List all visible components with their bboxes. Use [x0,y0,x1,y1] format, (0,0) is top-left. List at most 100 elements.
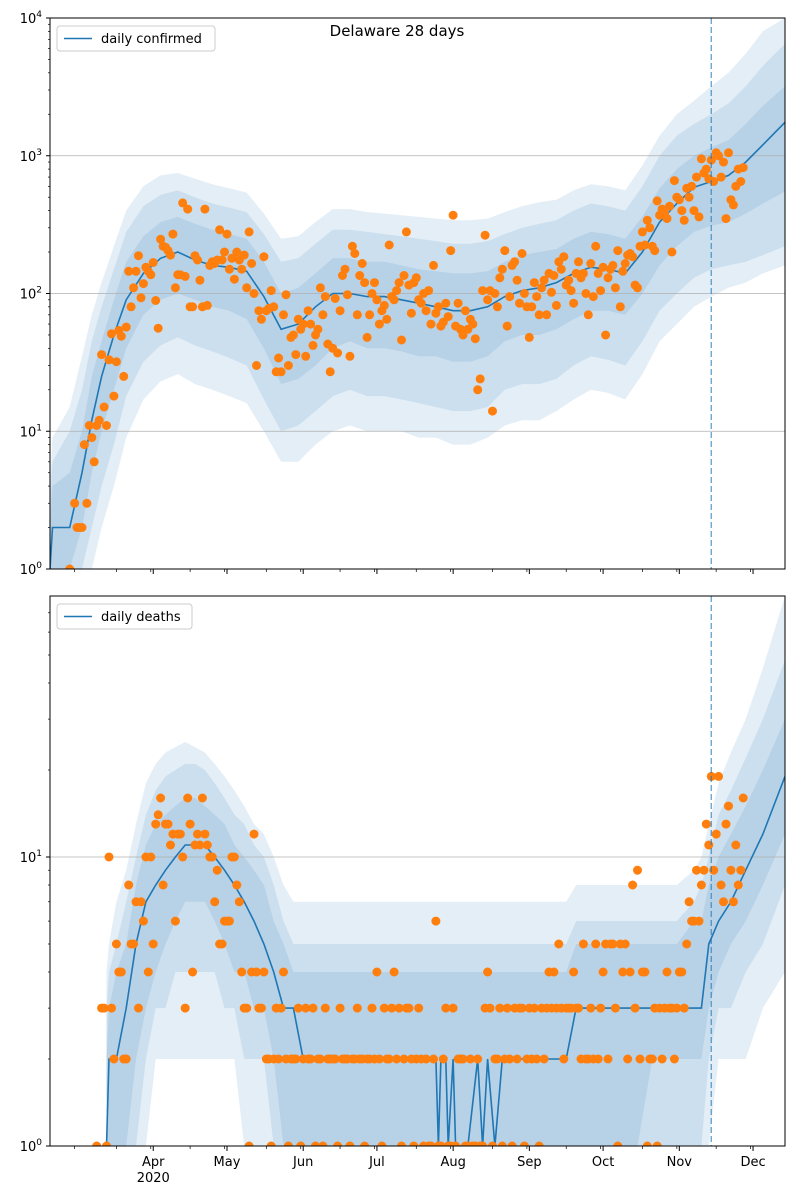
observed-point-confirmed [374,319,384,329]
observed-point-confirmed [399,271,409,280]
observed-point-confirmed [227,253,237,263]
observed-point-deaths [136,897,146,907]
observed-point-deaths [151,819,161,829]
observed-point-confirmed [724,148,733,158]
observed-point-confirmed [259,252,269,262]
observed-point-deaths [534,1141,544,1146]
observed-point-confirmed [134,251,143,261]
observed-point-confirmed [588,292,598,302]
observed-point-confirmed [183,204,193,214]
observed-point-confirmed [330,294,340,303]
observed-point-confirmed [224,264,234,274]
observed-point-confirmed [564,275,574,285]
observed-point-deaths [613,1141,623,1146]
observed-point-deaths [188,967,198,977]
observed-point-confirmed [475,374,485,384]
observed-point-confirmed [406,308,416,318]
observed-point-deaths [736,865,746,875]
observed-point-confirmed [510,257,520,267]
observed-point-deaths [244,1141,254,1146]
observed-point-deaths [483,967,493,977]
observed-point-deaths [224,916,234,926]
observed-point-confirmed [232,247,242,257]
observed-point-confirmed [736,177,746,186]
observed-point-deaths [367,1003,377,1013]
observed-point-confirmed [401,227,411,237]
x-tick-label-sep: Sep [517,1155,542,1170]
observed-point-deaths [330,1054,340,1064]
observed-point-confirmed [279,310,288,320]
observed-point-confirmed [519,289,529,298]
observed-point-deaths [104,852,114,862]
observed-point-deaths [109,1054,119,1064]
observed-point-confirmed [247,259,257,268]
observed-point-deaths [620,939,630,949]
observed-point-confirmed [168,229,178,239]
observed-point-deaths [166,840,175,850]
observed-point-confirmed [389,295,399,305]
observed-point-confirmed [716,172,726,182]
observed-point-confirmed [89,457,99,467]
observed-point-deaths [630,1003,640,1013]
observed-point-deaths [429,1054,438,1064]
observed-point-deaths [448,1003,458,1013]
legend-box-confirmed [56,25,216,52]
observed-point-confirmed [566,286,576,296]
observed-point-confirmed [547,287,556,297]
legend-box-deaths [56,603,193,630]
observed-point-confirmed [610,283,620,293]
observed-point-deaths [426,1141,436,1146]
observed-point-confirmed [694,212,704,222]
observed-point-confirmed [242,283,252,293]
observed-point-confirmed [119,371,129,381]
observed-point-deaths [99,1003,109,1013]
observed-point-confirmed [633,283,642,293]
observed-point-confirmed [534,310,544,320]
observed-point-deaths [436,1141,446,1146]
observed-point-confirmed [99,402,109,412]
observed-point-confirmed [313,324,323,334]
observed-point-deaths [266,1141,276,1146]
observed-point-confirmed [596,286,606,296]
observed-point-confirmed [500,246,510,256]
observed-point-deaths [532,1054,542,1064]
observed-point-deaths [669,1054,679,1064]
observed-point-deaths [124,880,134,890]
observed-point-deaths [315,1054,325,1064]
observed-point-confirmed [689,206,699,216]
observed-point-confirmed [239,250,249,260]
observed-point-deaths [677,967,687,977]
observed-point-confirmed [195,275,205,285]
observed-point-deaths [618,967,628,977]
plot-area-confirmed [50,18,785,569]
observed-point-confirmed [362,332,372,342]
observed-point-deaths [640,967,650,977]
observed-point-confirmed [350,249,360,258]
observed-point-deaths [352,1003,362,1013]
observed-point-deaths [116,967,126,977]
observed-point-confirmed [306,319,316,329]
observed-point-deaths [441,1003,451,1013]
observed-point-confirmed [131,266,141,276]
observed-point-confirmed [77,523,87,532]
observed-point-deaths [711,829,721,839]
observed-point-deaths [183,793,193,803]
observed-point-deaths [608,939,618,949]
observed-point-confirmed [527,302,537,312]
observed-point-deaths [724,801,733,811]
observed-point-confirmed [129,283,139,293]
observed-point-confirmed [200,204,210,214]
observed-point-deaths [731,840,741,850]
observed-point-confirmed [502,321,512,331]
observed-point-deaths [709,865,719,875]
observed-point-deaths [399,1054,409,1064]
observed-point-deaths [301,1003,311,1013]
observed-point-confirmed [569,298,579,308]
observed-point-confirmed [667,247,677,257]
observed-point-deaths [111,939,121,949]
observed-point-confirmed [488,406,497,416]
observed-point-deaths [549,967,559,977]
legend-deaths: daily deaths [56,603,193,630]
observed-point-confirmed [598,262,608,272]
